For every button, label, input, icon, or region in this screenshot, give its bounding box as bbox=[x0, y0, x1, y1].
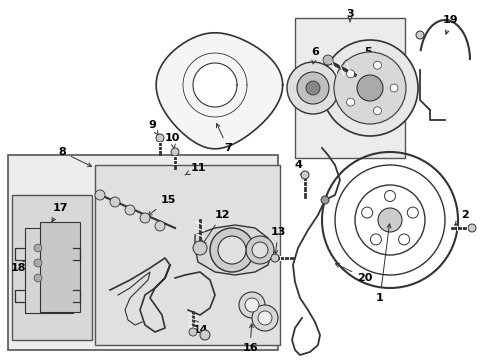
Circle shape bbox=[218, 236, 245, 264]
Bar bbox=[40, 222, 80, 312]
Circle shape bbox=[251, 305, 278, 331]
Circle shape bbox=[156, 134, 163, 142]
Circle shape bbox=[321, 40, 417, 136]
Polygon shape bbox=[193, 63, 237, 107]
Bar bbox=[25, 228, 73, 313]
Text: 10: 10 bbox=[164, 133, 179, 149]
Circle shape bbox=[398, 234, 409, 245]
Circle shape bbox=[377, 208, 401, 232]
Text: 4: 4 bbox=[293, 160, 303, 176]
Circle shape bbox=[389, 84, 397, 92]
Circle shape bbox=[356, 75, 382, 101]
Circle shape bbox=[286, 62, 338, 114]
Bar bbox=[294, 18, 404, 158]
Circle shape bbox=[467, 224, 475, 232]
Text: 8: 8 bbox=[58, 147, 91, 166]
Circle shape bbox=[301, 171, 308, 179]
Circle shape bbox=[34, 244, 42, 252]
Text: 12: 12 bbox=[202, 210, 229, 245]
Circle shape bbox=[333, 52, 405, 124]
Circle shape bbox=[415, 31, 423, 39]
Circle shape bbox=[346, 98, 354, 106]
Circle shape bbox=[323, 55, 332, 65]
Circle shape bbox=[384, 190, 395, 202]
Polygon shape bbox=[195, 225, 271, 275]
Circle shape bbox=[34, 259, 42, 267]
Circle shape bbox=[245, 236, 273, 264]
Circle shape bbox=[296, 72, 328, 104]
Circle shape bbox=[155, 221, 164, 231]
Text: 3: 3 bbox=[346, 9, 353, 22]
Text: 19: 19 bbox=[441, 15, 457, 34]
Text: 2: 2 bbox=[454, 210, 468, 225]
Circle shape bbox=[189, 328, 197, 336]
Text: 11: 11 bbox=[184, 163, 205, 175]
Bar bbox=[8, 155, 278, 350]
Circle shape bbox=[239, 292, 264, 318]
Text: 13: 13 bbox=[270, 227, 285, 254]
Circle shape bbox=[193, 241, 206, 255]
Circle shape bbox=[407, 207, 417, 218]
Text: 6: 6 bbox=[310, 47, 318, 64]
Text: 15: 15 bbox=[148, 195, 175, 216]
Text: 18: 18 bbox=[10, 260, 28, 273]
Circle shape bbox=[251, 242, 267, 258]
Circle shape bbox=[171, 148, 179, 156]
Text: 5: 5 bbox=[343, 47, 371, 63]
Text: 17: 17 bbox=[52, 203, 68, 222]
Circle shape bbox=[373, 107, 381, 115]
Text: 1: 1 bbox=[375, 224, 390, 303]
Bar bbox=[95, 165, 280, 345]
Circle shape bbox=[346, 70, 354, 78]
Circle shape bbox=[125, 205, 135, 215]
Circle shape bbox=[110, 197, 120, 207]
Circle shape bbox=[361, 207, 372, 218]
Circle shape bbox=[320, 196, 328, 204]
Polygon shape bbox=[156, 33, 282, 149]
Circle shape bbox=[369, 234, 381, 245]
Bar bbox=[12, 195, 92, 340]
Circle shape bbox=[305, 81, 319, 95]
Text: 16: 16 bbox=[242, 324, 257, 353]
Circle shape bbox=[270, 254, 279, 262]
Text: 7: 7 bbox=[216, 123, 231, 153]
Text: 20: 20 bbox=[335, 264, 372, 283]
Circle shape bbox=[209, 228, 253, 272]
Circle shape bbox=[95, 190, 105, 200]
Circle shape bbox=[200, 330, 209, 340]
Circle shape bbox=[244, 298, 259, 312]
Circle shape bbox=[34, 274, 42, 282]
Circle shape bbox=[140, 213, 150, 223]
Circle shape bbox=[258, 311, 271, 325]
Circle shape bbox=[373, 61, 381, 69]
Text: 9: 9 bbox=[148, 120, 158, 135]
Text: 14: 14 bbox=[192, 319, 207, 335]
